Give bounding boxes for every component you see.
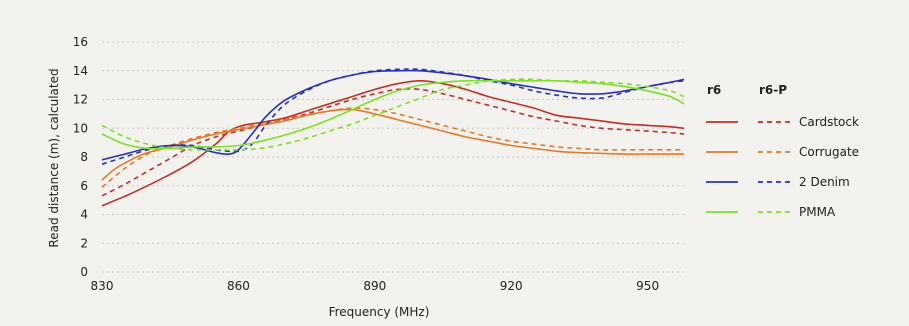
y-tick-0: 0 — [80, 265, 88, 279]
series-line-pmma-r6 — [101, 79, 685, 150]
y-tick-2: 2 — [80, 236, 88, 250]
series-line-pmma-r6-p — [101, 78, 685, 151]
legend: r6 r6-P Cardstock Corrugate 2 Denim PMMA — [706, 83, 859, 219]
x-tick-890: 890 — [363, 279, 386, 293]
legend-header-r6-p: r6-P — [759, 83, 787, 97]
x-tick-920: 920 — [500, 279, 523, 293]
y-tick-labels: 0 2 4 6 8 10 12 14 16 — [73, 35, 88, 279]
series-lines — [101, 68, 685, 207]
series-line-corrugate-r6 — [101, 108, 684, 181]
y-axis-label: Read distance (m), calculated — [47, 68, 61, 247]
x-tick-950: 950 — [636, 279, 659, 293]
series-line-cardstock-r6-p — [101, 88, 685, 197]
legend-label-2-denim: 2 Denim — [799, 175, 850, 189]
y-tick-12: 12 — [73, 93, 88, 107]
x-tick-860: 860 — [227, 279, 250, 293]
legend-header-r6: r6 — [707, 83, 721, 97]
series-line-2-denim-r6-p — [101, 68, 685, 165]
y-tick-10: 10 — [73, 121, 88, 135]
y-tick-6: 6 — [80, 179, 88, 193]
y-tick-16: 16 — [73, 35, 88, 49]
y-tick-4: 4 — [80, 208, 88, 222]
y-tick-14: 14 — [73, 64, 88, 78]
legend-label-cardstock: Cardstock — [799, 115, 859, 129]
x-tick-830: 830 — [91, 279, 114, 293]
series-line-corrugate-r6-p — [101, 107, 684, 188]
series-line-2-denim-r6 — [101, 69, 685, 161]
series-line-cardstock-r6 — [101, 80, 685, 207]
legend-label-corrugate: Corrugate — [799, 145, 859, 159]
x-axis-label: Frequency (MHz) — [329, 305, 430, 319]
y-tick-8: 8 — [80, 150, 88, 164]
legend-label-pmma: PMMA — [799, 205, 836, 219]
x-tick-labels: 830 860 890 920 950 — [91, 279, 660, 293]
